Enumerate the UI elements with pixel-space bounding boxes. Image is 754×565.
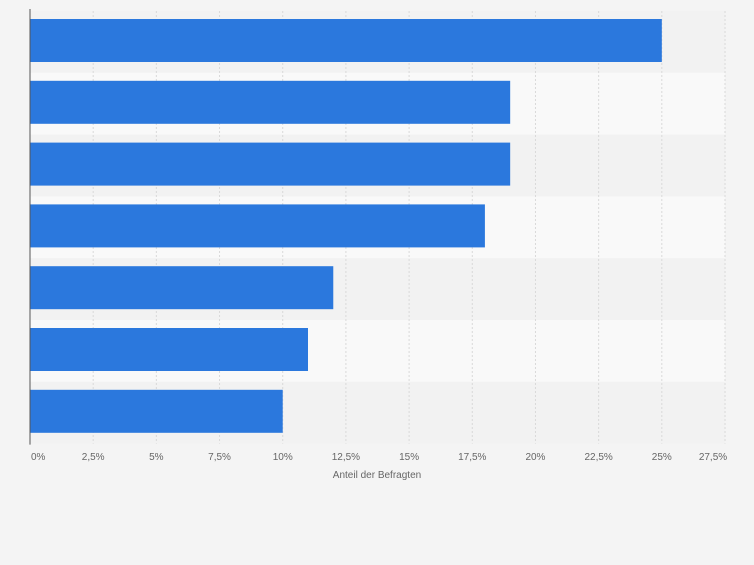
x-axis-label: Anteil der Befragten — [333, 470, 421, 481]
x-tick-label: 20% — [525, 452, 545, 463]
bar[interactable] — [30, 19, 662, 62]
bar[interactable] — [30, 328, 308, 371]
x-tick-label: 22,5% — [584, 452, 612, 463]
x-tick-label: 25% — [652, 452, 672, 463]
x-tick-label: 10% — [273, 452, 293, 463]
x-tick-labels: 0% 2,5% 5% 7,5% 10% 12,5% 15% 17,5% 20% 22,5% 25% 2… — [31, 452, 727, 463]
bar[interactable] — [30, 204, 485, 248]
x-tick-label: 2,5% — [82, 452, 105, 463]
bars — [30, 19, 662, 433]
bar[interactable] — [30, 266, 334, 310]
x-tick-label: 0% — [31, 452, 46, 463]
x-tick-label: 7,5% — [208, 452, 231, 463]
bar[interactable] — [30, 80, 511, 124]
bar[interactable] — [30, 389, 283, 433]
x-tick-label: 15% — [399, 452, 419, 463]
x-tick-label: 17,5% — [458, 452, 486, 463]
bar[interactable] — [30, 142, 511, 186]
x-tick-label: 5% — [149, 452, 164, 463]
x-tick-label: 12,5% — [332, 452, 360, 463]
x-tick-label: 27,5% — [699, 452, 727, 463]
